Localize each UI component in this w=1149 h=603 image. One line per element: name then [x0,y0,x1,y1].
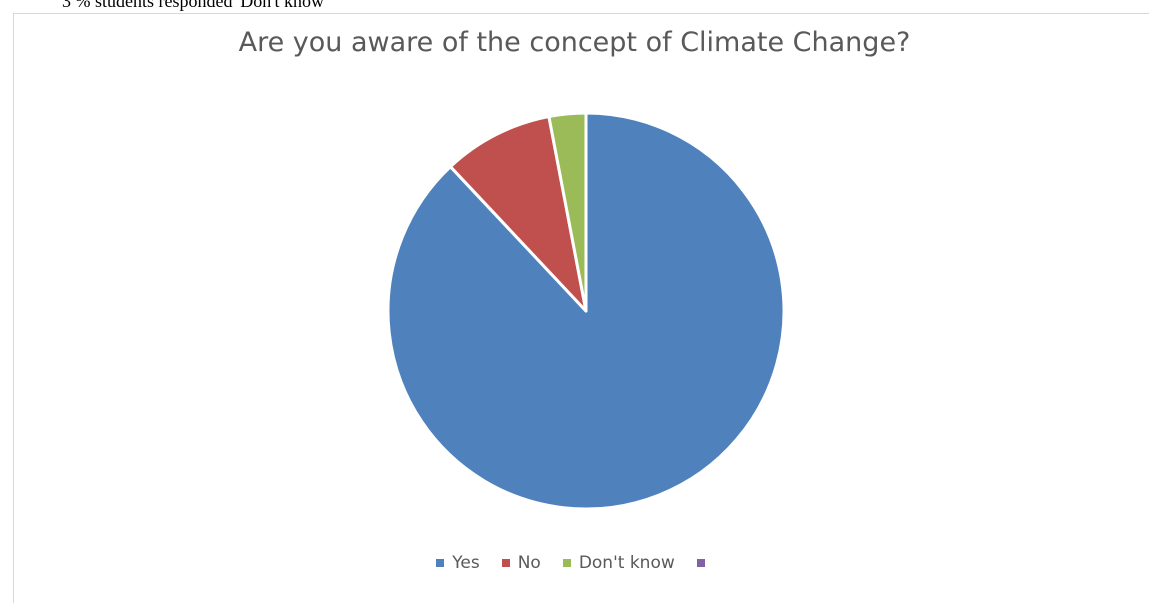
document-caption-text: 3 % students responded 'Don't know' [62,0,328,11]
legend-swatch [436,559,445,567]
legend-swatch [501,559,510,567]
legend-item-yes: Yes [436,553,480,573]
legend-item-no: No [501,553,541,573]
chart-legend: Yes No Don't know [0,553,1149,573]
pie-slice-yes [386,111,786,511]
legend-label: Yes [452,553,480,573]
legend-swatch [562,559,571,567]
legend-item-unlabeled [696,559,713,567]
chart-title: Are you aware of the concept of Climate … [238,27,911,58]
legend-item-don-t-know: Don't know [562,553,675,573]
legend-label: Don't know [578,553,675,573]
legend-swatch [696,559,705,567]
pie-slice-don-t-know [547,111,588,313]
legend-label: No [517,553,541,573]
pie-slice-no [448,115,588,313]
